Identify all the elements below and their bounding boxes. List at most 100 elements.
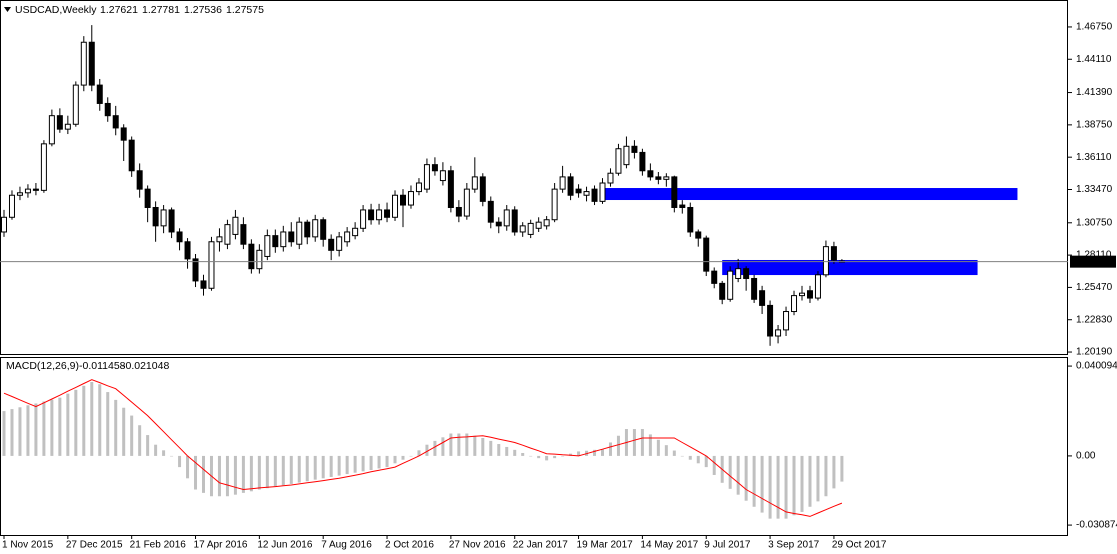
candle-body [599,182,606,202]
macd-bar [800,455,804,512]
x-tick-label: 14 May 2017 [640,540,698,551]
candle-body [822,246,829,276]
macd-bar [66,393,70,456]
macd-bar [441,437,445,456]
y-tick-label: 1.38750 [1076,120,1113,131]
candle-body [224,224,231,245]
candle-body [200,280,207,289]
candle-body [24,188,31,194]
candle-body [288,231,295,243]
macd-bar [760,455,764,513]
candle-body [583,191,590,196]
candle-body [208,241,215,289]
macd-bar [114,399,118,456]
candle-body [543,219,550,227]
candle-body [743,268,750,279]
macd-bar [329,455,333,477]
macd-bar [361,455,365,472]
signal-value: -0.021048 [122,360,169,372]
candle-body [72,84,79,125]
header-low: 1.27536 [184,4,222,16]
candle-body [719,282,726,300]
macd-bar [433,440,437,456]
x-tick-label: 29 Oct 2017 [832,540,887,551]
candle-body [144,188,151,208]
menu-arrow[interactable] [4,7,11,12]
y-tick-label: 1.22830 [1076,314,1113,325]
current-price-label: 1.27575 [1076,256,1113,267]
macd-bar [473,435,477,456]
candle-body [256,249,263,270]
macd-bar [106,392,110,456]
candle-body [830,246,837,261]
header-high: 1.27781 [142,4,180,16]
macd-bar [170,455,174,457]
y-tick-label: 1.44110 [1076,54,1112,65]
macd-bar [465,433,469,456]
x-tick-label: 27 Nov 2016 [449,540,506,551]
macd-bar [18,407,22,456]
candle-body [615,148,622,174]
macd-bar [736,455,740,495]
macd-panel [0,357,1068,536]
macd-bar [696,455,700,464]
y-tick-label: 0.040094 [1076,361,1117,372]
candle-body [280,231,287,248]
y-tick-label: 1.30750 [1076,217,1113,228]
macd-bar [273,455,277,487]
macd-bar [202,455,205,493]
macd-bar [82,385,86,456]
macd-bar [194,455,198,490]
macd-bar [265,455,269,489]
candle-body [423,164,430,190]
macd-bar [178,455,182,468]
candle-body [272,235,279,248]
macd-bar [648,434,652,456]
candle-body [88,41,95,86]
x-tick-label: 19 Mar 2017 [577,540,634,551]
candle-body [96,84,103,104]
macd-bar [808,455,812,507]
candle-body [591,188,598,202]
macd-bar [601,449,604,456]
candle-body [160,209,167,227]
macd-bar [608,442,612,456]
macd-bar [297,455,301,483]
macd-bar [313,455,317,480]
macd-bar [337,455,341,476]
candle-body [192,258,199,282]
candle-body [184,241,191,260]
current-price-box [1070,255,1116,268]
candle-body [759,290,766,306]
x-tick-label: 1 Nov 2015 [2,540,54,551]
zone [602,188,1018,201]
candle-body [368,209,375,221]
macd-bar [162,450,166,456]
x-tick-label: 2 Oct 2016 [385,540,434,551]
candle-body [511,209,518,233]
candle-body [128,139,135,172]
candle-body [695,231,702,239]
header-open: 1.27621 [100,4,138,16]
candle-body [304,221,311,238]
x-tick-label: 12 Jun 2016 [257,540,312,551]
candle-body [607,172,614,184]
macd-bar [74,389,78,456]
header-close: 1.27575 [226,4,264,16]
macd-bar [593,449,597,456]
candle-body [112,115,119,129]
macd-bar [417,450,421,456]
macd-bar [776,455,780,519]
candle-body [791,295,798,313]
macd-bar [640,429,644,456]
candle-body [623,145,630,166]
candle-body [767,304,774,337]
macd-bar [481,437,485,456]
macd-bar [744,455,748,501]
macd-bar [489,440,493,456]
macd-bar [553,455,557,459]
candle-body [447,170,454,208]
x-tick-label: 3 Sep 2017 [768,540,820,551]
candle-body [735,268,742,279]
candle-body [567,176,574,196]
